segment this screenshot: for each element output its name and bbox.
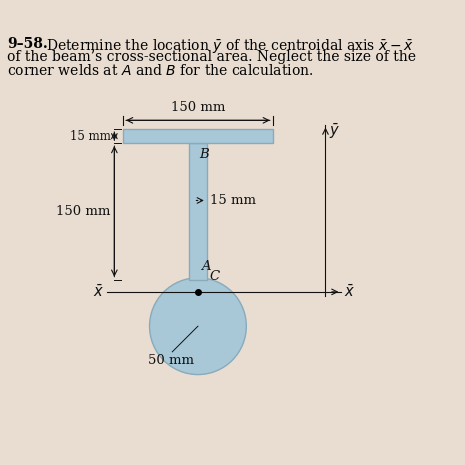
Text: A: A xyxy=(200,259,210,272)
Bar xyxy=(189,143,207,279)
Text: B: B xyxy=(199,147,209,160)
Text: 150 mm: 150 mm xyxy=(171,101,225,114)
Text: $\bar{y}$: $\bar{y}$ xyxy=(329,122,340,141)
Text: corner welds at $A$ and $B$ for the calculation.: corner welds at $A$ and $B$ for the calc… xyxy=(7,63,313,78)
Text: 150 mm: 150 mm xyxy=(56,205,111,218)
Text: $\bar{x}$: $\bar{x}$ xyxy=(344,284,355,300)
Text: of the beam’s cross-sectional area. Neglect the size of the: of the beam’s cross-sectional area. Negl… xyxy=(7,50,416,64)
Circle shape xyxy=(150,278,246,375)
Text: Determine the location $\bar{y}$ of the centroidal axis $\bar{x}-\bar{x}$: Determine the location $\bar{y}$ of the … xyxy=(46,37,413,55)
Text: 15 mm: 15 mm xyxy=(70,130,111,143)
Text: 9–58.: 9–58. xyxy=(7,37,48,51)
Text: $\bar{x}$: $\bar{x}$ xyxy=(93,284,104,300)
Text: C: C xyxy=(209,270,219,283)
Text: 15 mm: 15 mm xyxy=(210,194,256,207)
Text: 50 mm: 50 mm xyxy=(147,353,193,366)
Bar xyxy=(123,129,272,143)
